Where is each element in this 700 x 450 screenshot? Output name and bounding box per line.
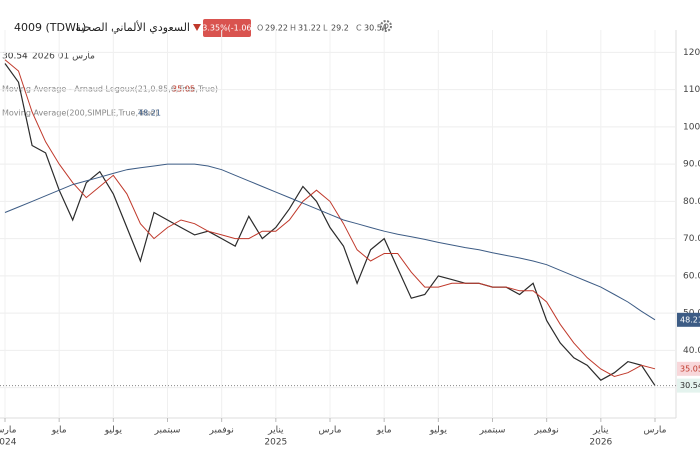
price-badge-label: 30.54	[680, 381, 700, 390]
x-tick-label: مايو	[376, 426, 392, 436]
x-tick-label: مايو	[51, 426, 67, 436]
price-line	[4, 63, 656, 386]
x-tick-label: مارس	[0, 426, 17, 436]
x-year-label: 2024	[0, 438, 17, 448]
ohlc-value: 31.22	[298, 24, 321, 33]
date: مارس 01 2026	[32, 52, 95, 62]
down-arrow	[193, 24, 201, 31]
legend-sma-value: 48.21	[138, 109, 161, 118]
x-tick-label: نوفمبر	[533, 426, 558, 436]
x-tick-label: يناير	[592, 426, 609, 436]
symbol: 4009 (TDWL)	[14, 21, 86, 34]
moving-average-line	[4, 163, 656, 321]
change-box	[203, 19, 251, 37]
x-tick-label: سبتمبر	[479, 426, 506, 436]
y-tick-label: 90.0	[683, 160, 700, 170]
y-tick-label: 40.0	[683, 346, 700, 356]
change: -3.35%(-1.06)	[199, 24, 254, 33]
last-price: 30.54	[2, 52, 28, 62]
stock-name: السعودي الألماني الصحية	[75, 20, 190, 34]
price-badge-label: 35.05	[680, 364, 700, 373]
price-badge	[677, 312, 700, 327]
ohlc-label: C	[356, 24, 362, 33]
y-tick-label: 100.0	[683, 122, 700, 132]
ohlc-label: O	[257, 24, 263, 33]
ohlc-value: 30.54	[364, 24, 387, 33]
x-tick-label: يوليو	[429, 426, 448, 436]
price-badge	[677, 378, 700, 393]
moving-average-line	[4, 59, 656, 378]
y-tick-label: 80.0	[683, 197, 700, 207]
ohlc-value: 29.22	[265, 24, 288, 33]
x-tick-label: مارس	[644, 426, 667, 436]
price-badge	[677, 361, 700, 376]
ohlc-label: L	[323, 24, 328, 33]
ohlc: O 29.22 H 31.22 L 29.2 C 30.54	[257, 24, 387, 33]
y-tick-label: 60.0	[683, 271, 700, 281]
x-tick-label: يوليو	[104, 426, 123, 436]
x-year-label: 2025	[264, 438, 287, 448]
legend-sma: Moving Average(200,SIMPLE,True,True)	[2, 109, 158, 118]
x-tick-label: يناير	[267, 426, 284, 436]
legend-alma: Moving Average - Arnaud Legoux(21,0.85,6…	[2, 85, 218, 94]
y-tick-label: 110.0	[683, 85, 700, 95]
ohlc-label: H	[290, 24, 296, 33]
x-tick-label: سبتمبر	[154, 426, 181, 436]
price-badge-label: 48.21	[680, 315, 700, 324]
x-tick-label: مارس	[319, 426, 342, 436]
legend-alma-value: 35.05	[172, 85, 195, 94]
y-tick-label: 70.0	[683, 234, 700, 244]
y-tick-label: 120.0	[683, 48, 700, 58]
x-tick-label: نوفمبر	[208, 426, 233, 436]
ohlc-value: 29.2	[331, 24, 349, 33]
x-year-label: 2026	[589, 438, 612, 448]
settings-icon[interactable]	[380, 20, 392, 32]
